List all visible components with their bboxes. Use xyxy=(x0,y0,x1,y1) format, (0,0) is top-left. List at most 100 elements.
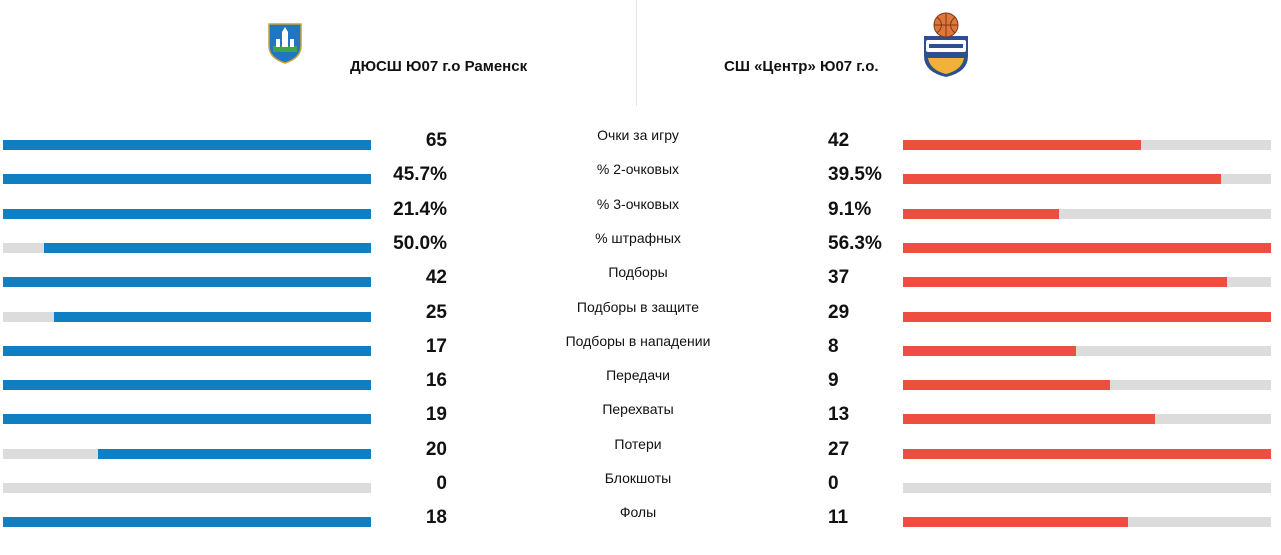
home-bar-track xyxy=(3,209,371,219)
home-bar-fill xyxy=(53,312,371,322)
away-bar-track xyxy=(903,209,1271,219)
away-bar-fill xyxy=(903,312,1271,322)
home-team-name[interactable]: ДЮСШ Ю07 г.о Раменск xyxy=(350,58,528,75)
away-bar-fill xyxy=(903,414,1155,424)
away-stat-value: 8 xyxy=(828,336,839,357)
stat-label: Фолы xyxy=(619,504,657,520)
home-bar-fill xyxy=(44,243,371,253)
away-stat-value: 9.1% xyxy=(828,199,872,220)
home-bar-track xyxy=(3,380,371,390)
away-stat-value: 11 xyxy=(828,507,849,528)
home-bar-track xyxy=(3,517,371,527)
away-stat-value: 9 xyxy=(828,370,839,391)
home-stat-value: 25 xyxy=(425,302,447,323)
away-bar-track xyxy=(903,449,1271,459)
away-bar-fill xyxy=(903,517,1128,527)
home-bar-fill xyxy=(3,414,371,424)
away-bar-track xyxy=(903,243,1271,253)
away-bar-track xyxy=(903,483,1271,493)
away-bar-track xyxy=(903,277,1271,287)
home-bar-track xyxy=(3,483,371,493)
away-bar-fill xyxy=(903,277,1228,287)
home-bar-track xyxy=(3,414,371,424)
away-team-name[interactable]: СШ «Центр» Ю07 г.о. xyxy=(724,58,879,75)
stat-label: Передачи xyxy=(606,367,670,383)
stat-label: Очки за игру xyxy=(597,127,679,143)
away-stat-value: 56.3% xyxy=(828,233,882,254)
home-bar-track xyxy=(3,140,371,150)
home-bar-track xyxy=(3,346,371,356)
stat-row: 16 Передачи 9 xyxy=(0,367,1281,414)
stat-label: Подборы в защите xyxy=(576,299,700,315)
away-bar-track xyxy=(903,174,1271,184)
stat-label: Подборы xyxy=(608,264,668,280)
stat-row: 21.4% % 3-очковых 9.1% xyxy=(0,196,1281,243)
away-bar-fill xyxy=(903,243,1271,253)
stat-label: Перехваты xyxy=(602,401,674,417)
stat-label: Потери xyxy=(614,436,662,452)
stat-label: Блокшоты xyxy=(604,470,672,486)
away-bar-fill xyxy=(903,174,1221,184)
home-stat-value: 16 xyxy=(425,370,447,391)
home-bar-track xyxy=(3,174,371,184)
away-bar-fill xyxy=(903,140,1141,150)
home-bar-fill xyxy=(3,209,371,219)
away-stat-value: 0 xyxy=(828,473,839,494)
away-bar-fill xyxy=(903,380,1110,390)
away-stat-value: 27 xyxy=(828,439,850,460)
home-stat-value: 20 xyxy=(425,439,447,460)
away-stat-value: 29 xyxy=(828,302,850,323)
home-stat-value: 65 xyxy=(425,130,447,151)
away-stat-value: 13 xyxy=(828,404,850,425)
match-header: ДЮСШ Ю07 г.о Раменск СШ «Центр» Ю07 г.о. xyxy=(0,0,1281,108)
stat-label: Подборы в нападении xyxy=(565,333,711,349)
home-bar-track xyxy=(3,312,371,322)
home-stat-value: 18 xyxy=(425,507,447,528)
home-bar-fill xyxy=(98,449,371,459)
stat-row: 45.7% % 2-очковых 39.5% xyxy=(0,161,1281,208)
home-bar-fill xyxy=(3,140,371,150)
away-bar-fill xyxy=(903,346,1077,356)
home-stat-value: 0 xyxy=(436,473,447,494)
stat-row: 50.0% % штрафных 56.3% xyxy=(0,230,1281,277)
away-bar-track xyxy=(903,346,1271,356)
home-stat-value: 50.0% xyxy=(393,233,447,254)
home-bar-track xyxy=(3,243,371,253)
home-bar-fill xyxy=(3,380,371,390)
stat-label: % штрафных xyxy=(595,230,681,246)
away-bar-fill xyxy=(903,449,1271,459)
away-stat-value: 39.5% xyxy=(828,164,882,185)
home-stat-value: 21.4% xyxy=(393,199,447,220)
away-bar-track xyxy=(903,140,1271,150)
away-stat-value: 37 xyxy=(828,267,850,288)
stat-label: % 3-очковых xyxy=(596,196,680,212)
stat-row: 19 Перехваты 13 xyxy=(0,401,1281,448)
home-bar-fill xyxy=(3,517,371,527)
home-bar-fill xyxy=(3,346,371,356)
home-bar-track xyxy=(3,277,371,287)
header-divider xyxy=(636,0,637,106)
home-stat-value: 19 xyxy=(425,404,447,425)
home-stat-value: 17 xyxy=(425,336,447,357)
away-bar-track xyxy=(903,312,1271,322)
stat-row: 25 Подборы в защите 29 xyxy=(0,299,1281,346)
away-bar-track xyxy=(903,380,1271,390)
stat-row: 17 Подборы в нападении 8 xyxy=(0,333,1281,380)
away-bar-track xyxy=(903,414,1271,424)
away-bar-fill xyxy=(903,209,1060,219)
stat-row: 65 Очки за игру 42 xyxy=(0,127,1281,174)
home-bar-fill xyxy=(3,174,371,184)
ramenskoye-coat-of-arms-icon xyxy=(265,22,305,64)
stat-row: 20 Потери 27 xyxy=(0,436,1281,483)
home-stat-value: 42 xyxy=(425,267,447,288)
home-bar-track xyxy=(3,449,371,459)
stat-row: 18 Фолы 11 xyxy=(0,504,1281,551)
basketball-club-emblem-icon xyxy=(920,12,972,78)
stat-label: % 2-очковых xyxy=(596,161,680,177)
home-bar-fill xyxy=(3,277,371,287)
away-bar-track xyxy=(903,517,1271,527)
away-stat-value: 42 xyxy=(828,130,850,151)
home-stat-value: 45.7% xyxy=(393,164,447,185)
stat-row: 0 Блокшоты 0 xyxy=(0,470,1281,517)
